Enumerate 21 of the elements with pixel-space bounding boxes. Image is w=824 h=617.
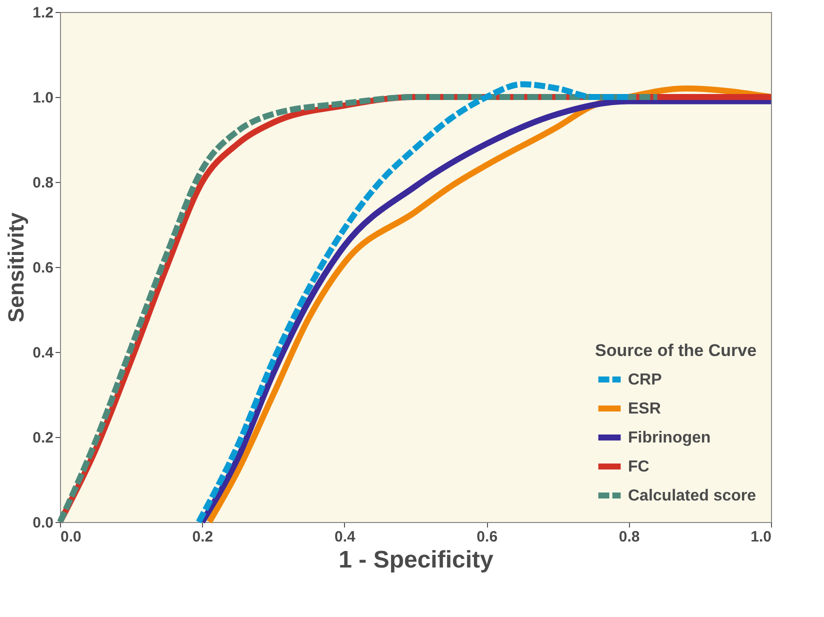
y-tick-label: 1.2: [32, 4, 54, 22]
y-tick-label: 0.2: [32, 430, 54, 446]
y-tick-label: 0.4: [32, 344, 54, 362]
legend-label: FC: [628, 458, 650, 476]
x-tick-label: 0.0: [60, 528, 82, 546]
y-tick-label: 0.8: [32, 174, 54, 192]
legend-title: Source of the Curve: [595, 341, 757, 360]
x-tick-label: 1.0: [750, 528, 772, 546]
y-axis-title: Sensitivity: [4, 212, 29, 323]
x-axis-title: 1 - Specificity: [338, 546, 494, 574]
y-tick-label: 0.0: [32, 514, 54, 532]
x-tick-label: 0.6: [476, 528, 498, 546]
x-tick-label: 0.8: [618, 528, 640, 546]
x-tick-label: 0.2: [192, 528, 214, 546]
x-tick-label: 0.4: [334, 528, 356, 546]
legend-label: Fibrinogen: [628, 430, 711, 446]
y-tick-label: 0.6: [32, 260, 54, 276]
legend-label: CRP: [628, 372, 662, 388]
legend-label: ESR: [628, 400, 662, 418]
y-tick-label: 1.0: [32, 90, 54, 106]
legend-label: Calculated score: [628, 488, 756, 504]
